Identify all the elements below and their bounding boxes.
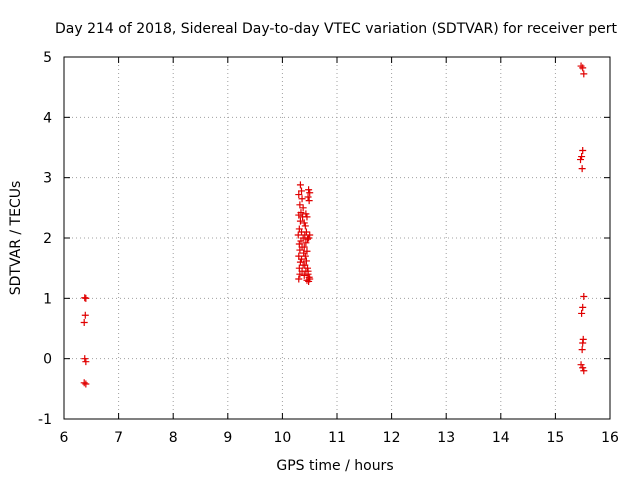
data-point: [578, 165, 586, 173]
data-point: [296, 181, 304, 189]
x-tick-label: 10: [273, 430, 291, 446]
data-point: [299, 204, 307, 212]
data-point: [579, 364, 587, 372]
data-point: [580, 367, 588, 375]
y-tick-label: 5: [43, 50, 52, 66]
data-point: [295, 211, 303, 219]
data-point: [81, 311, 89, 319]
grid-layer: [64, 57, 610, 419]
data-point: [294, 231, 302, 239]
x-tick-label: 13: [437, 430, 455, 446]
data-point: [577, 156, 585, 164]
x-tick-label: 16: [601, 430, 619, 446]
x-tick-label: 7: [114, 430, 123, 446]
x-tick-label: 11: [328, 430, 346, 446]
data-point: [296, 201, 304, 209]
data-point: [579, 147, 587, 155]
data-point: [577, 62, 585, 70]
data-point: [305, 277, 313, 285]
data-point: [302, 257, 310, 265]
data-point: [298, 187, 306, 195]
x-axis-label: GPS time / hours: [276, 458, 393, 474]
axis-ticks: [63, 56, 611, 420]
data-point: [296, 217, 304, 225]
data-point: [298, 195, 306, 203]
y-axis-label: SDTVAR / TECUs: [8, 181, 24, 296]
y-tick-label: 0: [43, 352, 52, 368]
data-point: [296, 270, 304, 278]
x-tick-label: 9: [223, 430, 232, 446]
data-point: [303, 213, 311, 221]
x-axis-tick-labels: 6 7 8 9 10 11 12 13 14 15 16: [60, 430, 619, 446]
x-tick-label: 12: [383, 430, 401, 446]
data-point: [578, 153, 586, 161]
data-point: [577, 361, 585, 369]
y-tick-label: 2: [43, 231, 52, 247]
data-point: [305, 234, 313, 242]
data-point: [579, 303, 587, 311]
data-point: [296, 246, 304, 254]
data-point: [306, 189, 314, 197]
y-tick-label: -1: [38, 412, 52, 428]
x-tick-label: 15: [546, 430, 564, 446]
data-point: [300, 219, 308, 227]
data-points: [80, 62, 588, 388]
data-point: [82, 380, 90, 388]
data-point: [302, 239, 310, 247]
y-tick-label: 4: [43, 110, 52, 126]
data-point: [304, 235, 312, 243]
data-point: [580, 70, 588, 78]
chart-title: Day 214 of 2018, Sidereal Day-to-day VTE…: [55, 21, 617, 37]
data-point: [80, 379, 88, 387]
data-point: [297, 237, 305, 245]
data-point: [302, 210, 310, 218]
data-point: [304, 193, 312, 201]
data-point: [298, 255, 306, 263]
data-point: [303, 247, 311, 255]
data-point: [304, 267, 312, 275]
data-point: [82, 294, 90, 302]
x-tick-label: 8: [169, 430, 178, 446]
data-point: [301, 222, 309, 230]
data-point: [305, 186, 313, 194]
data-point: [81, 294, 89, 302]
data-point: [578, 309, 586, 317]
y-axis-tick-labels: -1 0 1 2 3 4 5: [38, 50, 52, 428]
data-point: [302, 228, 310, 236]
data-point: [578, 346, 586, 354]
y-tick-label: 3: [43, 171, 52, 187]
data-point: [579, 339, 587, 347]
data-point: [300, 243, 308, 251]
data-point: [579, 64, 587, 72]
data-point: [81, 355, 89, 363]
data-point: [305, 197, 313, 205]
data-point: [580, 293, 588, 301]
data-point: [306, 231, 314, 239]
data-point: [295, 191, 303, 199]
data-point: [80, 318, 88, 326]
x-tick-label: 14: [492, 430, 510, 446]
data-point: [301, 252, 309, 260]
data-point: [295, 275, 303, 283]
data-point: [300, 271, 308, 279]
y-tick-label: 1: [43, 291, 52, 307]
x-tick-label: 6: [60, 430, 69, 446]
data-point: [82, 358, 90, 366]
